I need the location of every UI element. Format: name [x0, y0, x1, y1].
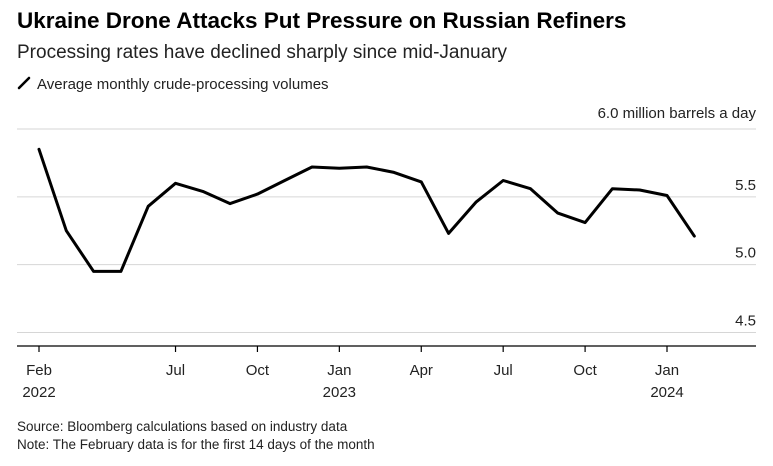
data-point-2023-03: [392, 171, 396, 174]
data-point-2023-12: [638, 188, 641, 192]
data-point-2022-07: [174, 182, 177, 185]
x-tick-label-2022-02: Feb: [26, 362, 52, 379]
x-tick-year-2022-02: 2022: [22, 384, 55, 401]
data-point-2022-06: [147, 205, 150, 208]
data-point-2023-05: [447, 232, 450, 235]
data-point-2023-11: [611, 187, 614, 190]
x-tick-label-2023-01: Jan: [327, 362, 351, 379]
data-point-2023-09: [556, 211, 559, 215]
x-tick-year-2024-01: 2024: [650, 384, 683, 401]
data-point-2022-12: [310, 165, 314, 169]
data-point-2024-02: [693, 234, 696, 238]
data-point-2024-01: [665, 194, 669, 197]
x-tick-label-2023-10: Oct: [573, 362, 597, 379]
data-point-2022-04: [92, 270, 95, 273]
data-point-2022-09: [228, 202, 232, 205]
data-point-2022-11: [283, 179, 286, 182]
line-legend-icon: [17, 76, 31, 90]
data-point-2023-08: [529, 187, 532, 190]
data-point-2022-03: [65, 229, 68, 232]
y-tick-label-4.5: 4.5: [735, 312, 756, 329]
chart-title: Ukraine Drone Attacks Put Pressure on Ru…: [17, 8, 627, 33]
x-tick-label-2023-04: Apr: [410, 362, 433, 379]
legend-label: Average monthly crude-processing volumes: [37, 76, 329, 93]
legend: Average monthly crude-processing volumes: [17, 76, 329, 93]
data-point-2023-01: [338, 167, 341, 170]
y-tick-label-5.5: 5.5: [735, 177, 756, 194]
footnote: Note: The February data is for the first…: [17, 437, 375, 452]
data-point-2023-04: [420, 180, 423, 184]
x-tick-year-2023-01: 2023: [323, 384, 356, 401]
y-axis-unit-label: 6.0 million barrels a day: [597, 105, 756, 122]
data-point-2022-02: [37, 148, 41, 151]
x-tick-label-2023-07: Jul: [494, 362, 513, 379]
x-tick-label-2024-01: Jan: [655, 362, 679, 379]
y-tick-label-5.0: 5.0: [735, 245, 756, 262]
data-point-2023-07: [502, 179, 505, 182]
data-point-2022-05: [119, 270, 123, 273]
x-tick-label-2022-10: Oct: [246, 362, 270, 379]
data-point-2023-10: [583, 221, 587, 224]
source-note: Source: Bloomberg calculations based on …: [17, 419, 348, 434]
data-point-2023-06: [474, 201, 478, 204]
chart-subtitle: Processing rates have declined sharply s…: [17, 42, 508, 63]
data-point-2022-10: [256, 192, 259, 196]
data-point-2023-02: [365, 165, 368, 169]
x-tick-label-2022-07: Jul: [166, 362, 185, 379]
data-point-2022-08: [201, 190, 204, 193]
